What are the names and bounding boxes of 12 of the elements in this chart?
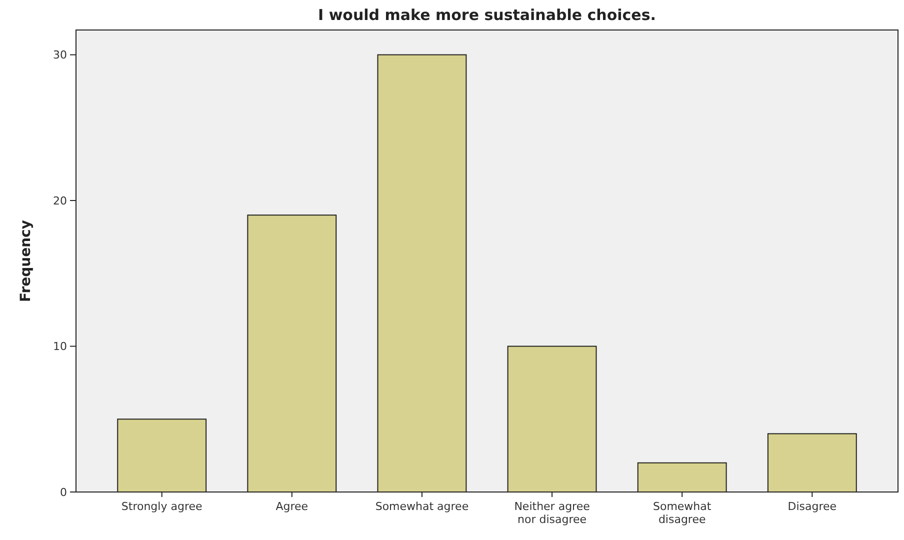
- y-axis-title: Frequency: [18, 220, 34, 302]
- y-tick-label: 0: [60, 486, 67, 499]
- x-tick-label: Agree: [276, 500, 308, 513]
- x-tick-label: Disagree: [788, 500, 837, 513]
- y-tick-label: 30: [53, 48, 67, 62]
- x-tick-label: Somewhat disagree: [652, 500, 712, 526]
- y-tick-label: 20: [53, 194, 67, 208]
- x-tick-label: Neither agree nor disagree: [514, 500, 590, 526]
- y-tick-label: 10: [53, 340, 67, 354]
- x-tick-label: Somewhat agree: [375, 500, 469, 513]
- x-tick-label: Strongly agree: [121, 500, 202, 513]
- chart-title: I would make more sustainable choices.: [318, 6, 656, 24]
